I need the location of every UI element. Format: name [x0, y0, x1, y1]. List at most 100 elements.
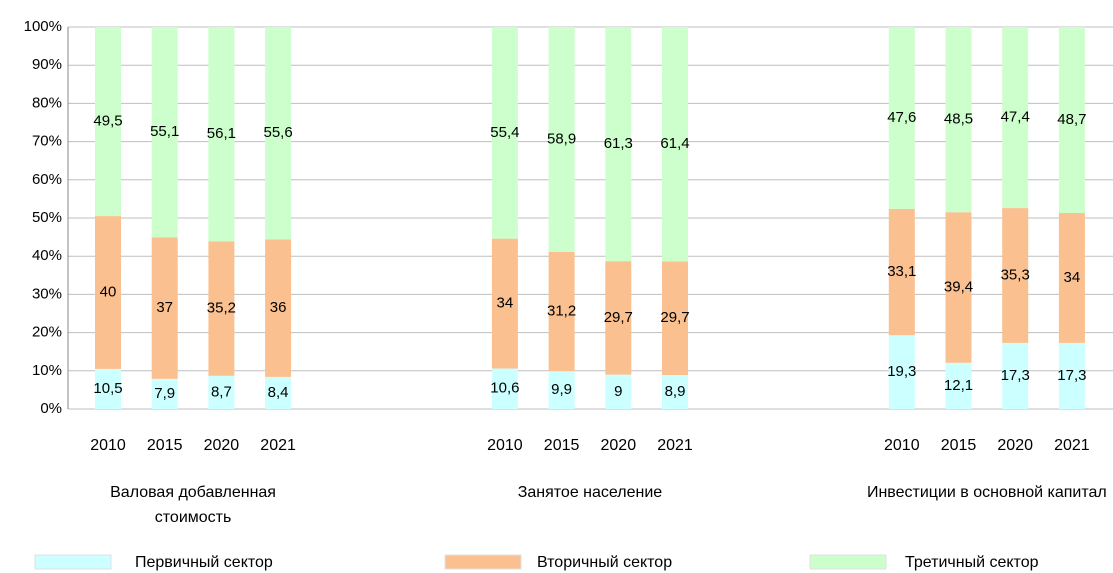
bar-segment: [605, 27, 632, 262]
group-label: Валовая добавленная стоимость: [110, 484, 276, 526]
x-tick-label: 2020: [204, 437, 240, 454]
bar-segment: [491, 238, 518, 369]
value-label: 35,2: [207, 300, 236, 317]
value-label: 40: [100, 283, 117, 300]
bar-segment: [548, 251, 575, 372]
bar-segment: [95, 368, 121, 409]
value-label: 39,4: [944, 278, 973, 295]
bar-segment: [945, 362, 972, 409]
y-tick-label: 50%: [32, 209, 62, 226]
legend-swatch: [444, 554, 522, 570]
bar-segment: [662, 27, 688, 262]
value-label: 55,4: [490, 124, 519, 141]
x-tick-label: 2010: [487, 437, 523, 454]
value-label: 31,2: [547, 303, 576, 320]
value-label: 8,7: [211, 383, 232, 400]
x-tick-label: 2015: [544, 437, 580, 454]
value-label: 35,3: [1001, 266, 1030, 283]
legend-label: Третичный сектор: [905, 554, 1039, 571]
value-label: 55,6: [263, 124, 292, 141]
y-tick-label: 10%: [32, 362, 62, 379]
value-label: 34: [497, 295, 514, 312]
bar-segment: [95, 27, 121, 217]
legend-swatch: [34, 554, 112, 570]
x-tick-label: 2021: [260, 437, 296, 454]
bar-segment: [95, 216, 121, 369]
value-label: 9: [614, 383, 622, 400]
value-label: 49,5: [93, 113, 122, 130]
x-tick-label: 2021: [1054, 437, 1090, 454]
bar-segment: [1002, 208, 1029, 343]
value-label: 19,3: [887, 363, 916, 380]
bar-segment: [208, 375, 235, 409]
bar-segment: [1002, 342, 1029, 409]
bar-segment: [548, 27, 575, 252]
bar-segment: [1058, 27, 1085, 214]
bar-segment: [265, 27, 292, 240]
y-tick-label: 100%: [24, 18, 62, 35]
bar-segment: [1058, 213, 1085, 343]
value-label: 47,6: [887, 109, 916, 126]
value-label: 61,4: [660, 135, 689, 152]
x-tick-label: 2015: [147, 437, 183, 454]
value-label: 10,6: [490, 380, 519, 397]
bar-segment: [491, 27, 518, 239]
y-tick-label: 30%: [32, 285, 62, 302]
value-label: 8,9: [665, 383, 686, 400]
bar-segment: [151, 378, 178, 409]
bar-segment: [945, 212, 972, 363]
value-label: 12,1: [944, 377, 973, 394]
bar-segment: [1002, 27, 1029, 209]
bar-segment: [208, 241, 235, 376]
legend-label: Первичный сектор: [135, 554, 273, 571]
value-label: 56,1: [207, 125, 236, 142]
group-label: Инвестиции в основной капитал: [866, 484, 1107, 501]
group-label: Занятое население: [517, 484, 663, 501]
bar-segment: [491, 368, 518, 409]
bar-segment: [1058, 342, 1085, 409]
bar-segment: [888, 335, 915, 409]
value-label: 7,9: [154, 385, 175, 402]
x-tick-label: 2015: [941, 437, 977, 454]
legend-label: Вторичный сектор: [537, 554, 672, 571]
value-label: 48,5: [944, 111, 973, 128]
bar-segment: [265, 239, 292, 377]
bar-segment: [548, 371, 575, 409]
x-tick-label: 2010: [90, 437, 126, 454]
bar-segment: [605, 374, 632, 409]
bar-segment: [662, 261, 688, 376]
x-tick-label: 2021: [657, 437, 693, 454]
value-label: 29,7: [604, 309, 633, 326]
y-tick-label: 60%: [32, 171, 62, 188]
x-tick-label: 2020: [997, 437, 1033, 454]
bar-segment: [945, 27, 972, 213]
value-label: 55,1: [150, 123, 179, 140]
value-label: 33,1: [887, 263, 916, 280]
value-label: 58,9: [547, 130, 576, 147]
value-label: 37: [156, 299, 173, 316]
x-tick-label: 2010: [884, 437, 920, 454]
y-tick-label: 0%: [40, 400, 62, 417]
bar-segment: [888, 208, 915, 336]
y-tick-label: 90%: [32, 56, 62, 73]
value-label: 61,3: [604, 135, 633, 152]
y-tick-label: 80%: [32, 94, 62, 111]
value-label: 48,7: [1057, 111, 1086, 128]
value-label: 10,5: [93, 380, 122, 397]
legend-swatch: [809, 554, 887, 570]
bar-segment: [208, 27, 235, 242]
value-label: 47,4: [1001, 109, 1030, 126]
value-label: 34: [1064, 269, 1081, 286]
y-tick-label: 40%: [32, 247, 62, 264]
bar-segment: [151, 237, 178, 379]
value-label: 17,3: [1057, 367, 1086, 384]
y-tick-label: 70%: [32, 133, 62, 150]
bar-segment: [888, 27, 915, 209]
value-label: 17,3: [1001, 367, 1030, 384]
bar-segment: [265, 376, 292, 409]
value-label: 8,4: [268, 384, 289, 401]
bar-segment: [151, 27, 178, 238]
bar-segment: [605, 261, 632, 375]
